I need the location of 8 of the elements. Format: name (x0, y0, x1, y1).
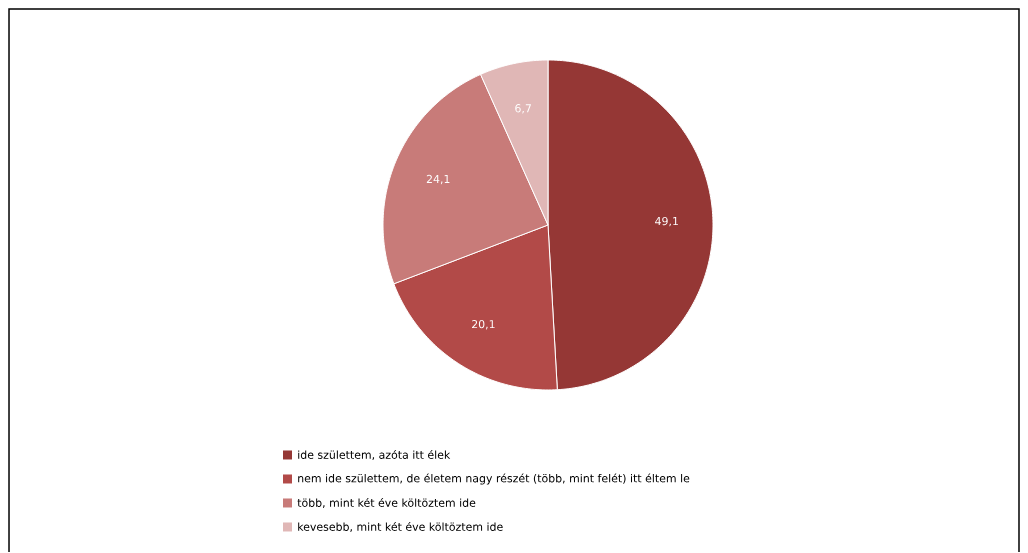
legend-label: több, mint két éve költöztem ide (297, 498, 476, 509)
legend-label: ide születtem, azóta itt élek (298, 450, 451, 461)
data-label: 24,1 (426, 174, 450, 185)
data-label: 49,1 (655, 217, 678, 227)
data-label: 6,7 (515, 104, 531, 114)
legend-label: nem ide születtem, de életem nagy részét (több, mint felét) itt éltem le (298, 473, 690, 485)
legend-label: kevesebb, mint két éve költöztem ide (298, 522, 503, 533)
data-label: 20,1 (472, 320, 495, 330)
